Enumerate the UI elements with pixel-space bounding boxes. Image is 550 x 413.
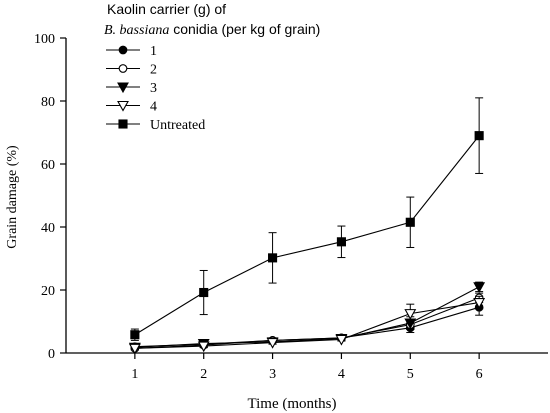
series-line	[134, 135, 480, 336]
data-point	[266, 338, 279, 349]
y-tick-label: 0	[48, 347, 55, 362]
series-line	[134, 286, 480, 348]
x-tick-label: 1	[131, 367, 138, 382]
legend-marker	[117, 100, 129, 112]
legend-marker	[118, 64, 128, 73]
data-point	[197, 341, 210, 353]
legend-label: 3	[150, 81, 157, 96]
ticks: 0 20 40 60 80 100 1 2 3 4 5 6	[34, 32, 483, 382]
legend-marker	[117, 82, 129, 94]
data-point	[404, 309, 417, 320]
legend-label: 2	[150, 63, 157, 78]
data-point	[199, 287, 209, 298]
legend-marker	[118, 45, 128, 55]
series-2	[130, 292, 484, 353]
legend-item: 3	[106, 81, 157, 96]
legend-title-line1: Kaolin carrier (g) of	[107, 1, 226, 17]
legend-label: 4	[150, 100, 157, 115]
y-tick-label: 80	[41, 95, 55, 110]
axes	[65, 38, 548, 354]
data-point	[474, 131, 484, 141]
x-axis-label: Time (months)	[247, 396, 336, 412]
series-line	[134, 297, 480, 349]
data-point	[268, 253, 278, 263]
data-point	[130, 330, 140, 340]
series-4	[128, 295, 486, 355]
series-1	[130, 298, 484, 352]
legend-title-species: B. bassiana	[104, 23, 169, 38]
x-tick-label: 6	[476, 367, 483, 382]
series-3	[128, 281, 486, 354]
legend-label: Untreated	[150, 118, 205, 133]
legend-marker	[118, 119, 128, 129]
x-tick-label: 3	[269, 367, 276, 382]
legend-item: Untreated	[106, 118, 205, 133]
legend-title-line2: B. bassiana conidia (per kg of grain)	[104, 21, 320, 38]
legend-item: 4	[106, 100, 157, 115]
data-point	[473, 298, 486, 309]
x-tick-label: 5	[407, 367, 414, 382]
data-point	[473, 282, 486, 293]
y-axis-label: Grain damage (%)	[5, 145, 20, 249]
x-tick-label: 2	[200, 367, 207, 382]
series-line	[134, 302, 480, 349]
x-tick-label: 4	[338, 367, 345, 382]
data-point	[335, 334, 348, 346]
y-tick-label: 60	[41, 158, 55, 173]
data-point	[128, 343, 141, 355]
y-tick-label: 100	[34, 32, 55, 47]
series-untreated	[130, 97, 484, 341]
data-point	[405, 217, 415, 227]
series-layer	[128, 97, 486, 355]
data-point	[336, 237, 346, 247]
legend-item: 1	[106, 44, 157, 59]
legend-title-rest: conidia (per kg of grain)	[169, 21, 320, 37]
y-tick-label: 20	[41, 284, 55, 299]
y-tick-label: 40	[41, 221, 55, 236]
legend-label: 1	[150, 44, 157, 59]
legend-item: 2	[106, 63, 157, 78]
legend: 1 2 3 4 Untreated	[106, 44, 205, 133]
